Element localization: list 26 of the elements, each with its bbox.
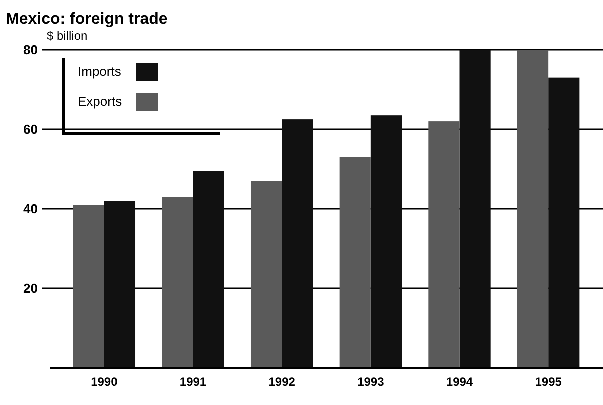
x-tick-label: 1994: [446, 375, 474, 389]
bar: [73, 205, 104, 368]
y-axis-title: $ billion: [47, 29, 88, 43]
bar: [370, 116, 402, 368]
bar: [250, 181, 282, 368]
x-tick-label: 1993: [358, 375, 385, 389]
bar: [104, 201, 136, 368]
bar: [162, 197, 194, 368]
y-tick-label: 20: [24, 281, 38, 296]
x-tick-label: 1991: [180, 375, 207, 389]
y-tick-label: 80: [24, 42, 38, 58]
x-tick-label: 1995: [535, 375, 562, 389]
legend-label: Exports: [78, 94, 123, 109]
bar: [460, 50, 491, 368]
bar: [340, 157, 371, 368]
bar: [548, 78, 580, 368]
y-tick-label: 60: [24, 122, 38, 138]
x-tick-label: 1990: [91, 375, 118, 389]
bar: [517, 50, 549, 368]
bar: [282, 120, 314, 368]
bar: [428, 122, 460, 368]
y-tick-label: 40: [24, 202, 38, 217]
legend-label: Imports: [78, 64, 122, 79]
x-tick-label: 1992: [268, 375, 296, 389]
bar: [193, 171, 224, 368]
chart-title: Mexico: foreign trade: [6, 11, 168, 28]
